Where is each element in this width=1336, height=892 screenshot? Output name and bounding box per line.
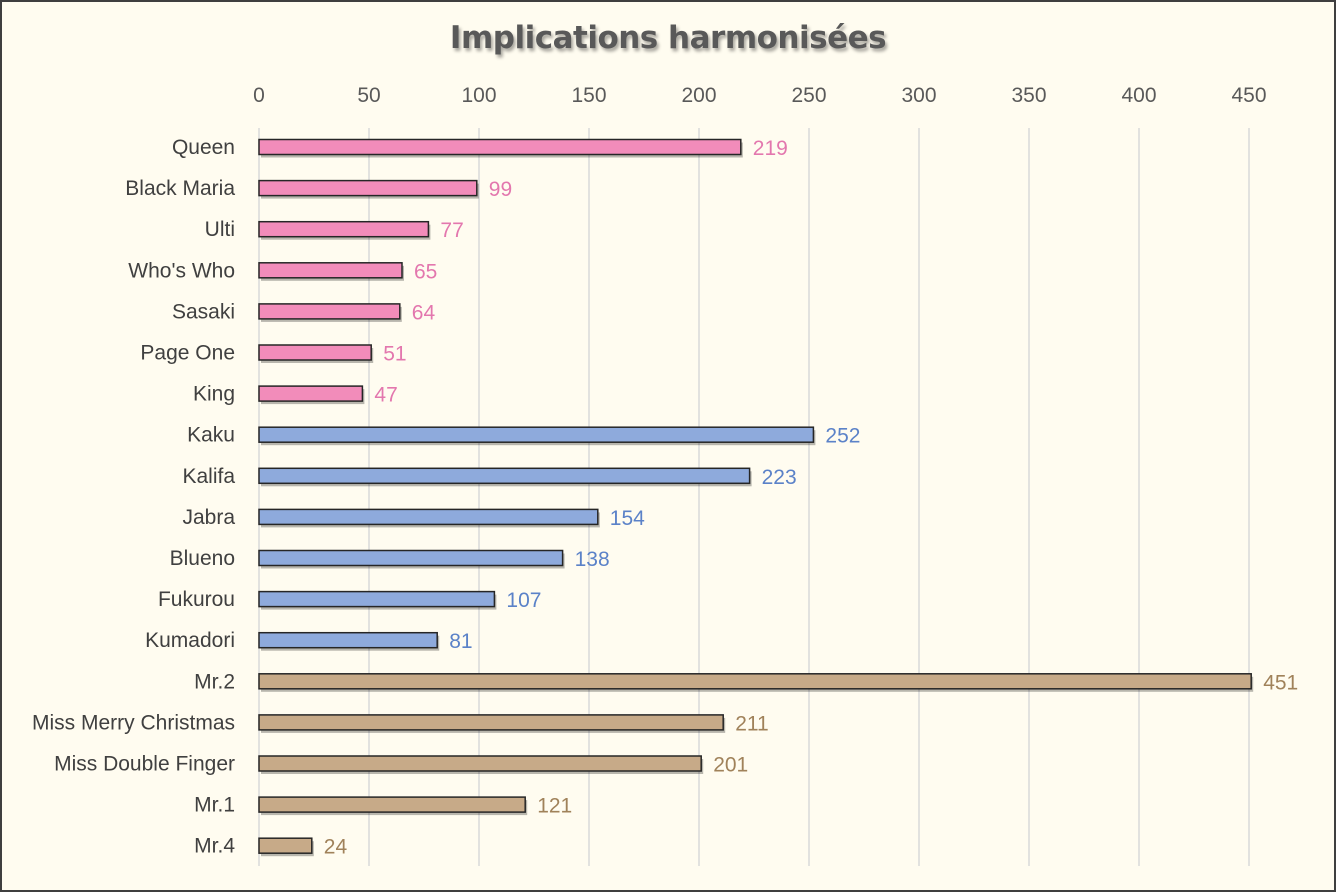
data-label: 219	[753, 137, 788, 160]
bar	[258, 262, 403, 279]
data-label: 211	[735, 712, 768, 735]
bar	[258, 220, 430, 238]
bar	[258, 179, 478, 197]
data-label: 223	[762, 466, 797, 489]
x-tick-label: 50	[357, 84, 380, 107]
bar	[258, 673, 1252, 690]
gridlines	[258, 128, 1250, 866]
category-label: Miss Double Finger	[54, 753, 235, 776]
data-label: 65	[414, 260, 437, 283]
data-label: 121	[537, 795, 572, 818]
category-labels: Queen Black Maria Ulti Who's Who Sasaki Page …	[32, 136, 235, 858]
category-label: Mr.4	[194, 835, 235, 858]
data-label: 99	[489, 178, 512, 201]
bar	[258, 467, 751, 485]
category-label: Jabra	[182, 506, 235, 529]
category-label: Miss Merry Christmas	[32, 711, 235, 734]
category-label: Mr.2	[194, 670, 235, 693]
data-label: 252	[825, 425, 860, 448]
bar	[258, 590, 496, 608]
bar	[258, 631, 438, 649]
data-label: 81	[449, 630, 472, 653]
x-tick-label: 250	[791, 84, 826, 107]
category-label: Blueno	[170, 547, 235, 570]
data-label: 77	[440, 219, 463, 242]
x-tick-label: 350	[1011, 84, 1046, 107]
bars	[258, 138, 1254, 857]
chart-title: Implications harmonisées	[449, 20, 887, 56]
data-label: 24	[324, 836, 348, 859]
category-label: Kaku	[187, 424, 235, 447]
bar	[258, 385, 364, 402]
data-label: 154	[610, 507, 645, 530]
category-label: Mr.1	[194, 794, 235, 817]
x-axis-ticks: 0 50 100 150 200 250 300 350 400 450	[253, 84, 1266, 107]
data-label: 47	[374, 384, 397, 407]
bar	[258, 138, 742, 156]
x-tick-label: 400	[1121, 84, 1156, 107]
data-label: 451	[1263, 671, 1298, 694]
x-tick-label: 450	[1231, 84, 1266, 107]
data-label: 138	[575, 548, 610, 571]
category-label: Sasaki	[172, 300, 235, 323]
category-label: Who's Who	[128, 259, 235, 282]
category-label: King	[193, 383, 235, 406]
category-label: Queen	[172, 136, 235, 159]
x-tick-label: 200	[681, 84, 716, 107]
x-tick-label: 0	[253, 84, 265, 107]
data-label: 201	[713, 754, 748, 777]
category-label: Ulti	[205, 218, 235, 241]
x-tick-label: 100	[461, 84, 496, 107]
x-tick-label: 300	[901, 84, 936, 107]
x-tick-label: 150	[571, 84, 606, 107]
bar	[258, 714, 724, 731]
bar	[258, 508, 599, 526]
bar	[258, 344, 372, 361]
category-label: Fukurou	[158, 588, 235, 611]
data-label: 107	[506, 589, 541, 612]
bar	[258, 755, 702, 772]
bar	[258, 303, 401, 320]
bar	[258, 426, 815, 443]
bar	[258, 549, 564, 567]
bar	[258, 796, 526, 813]
data-label: 51	[383, 343, 406, 366]
category-label: Page One	[140, 342, 235, 365]
category-label: Black Maria	[125, 177, 235, 200]
category-label: Kumadori	[145, 629, 235, 652]
category-label: Kalifa	[182, 465, 235, 488]
data-label: 64	[412, 301, 436, 324]
bar	[258, 837, 313, 854]
